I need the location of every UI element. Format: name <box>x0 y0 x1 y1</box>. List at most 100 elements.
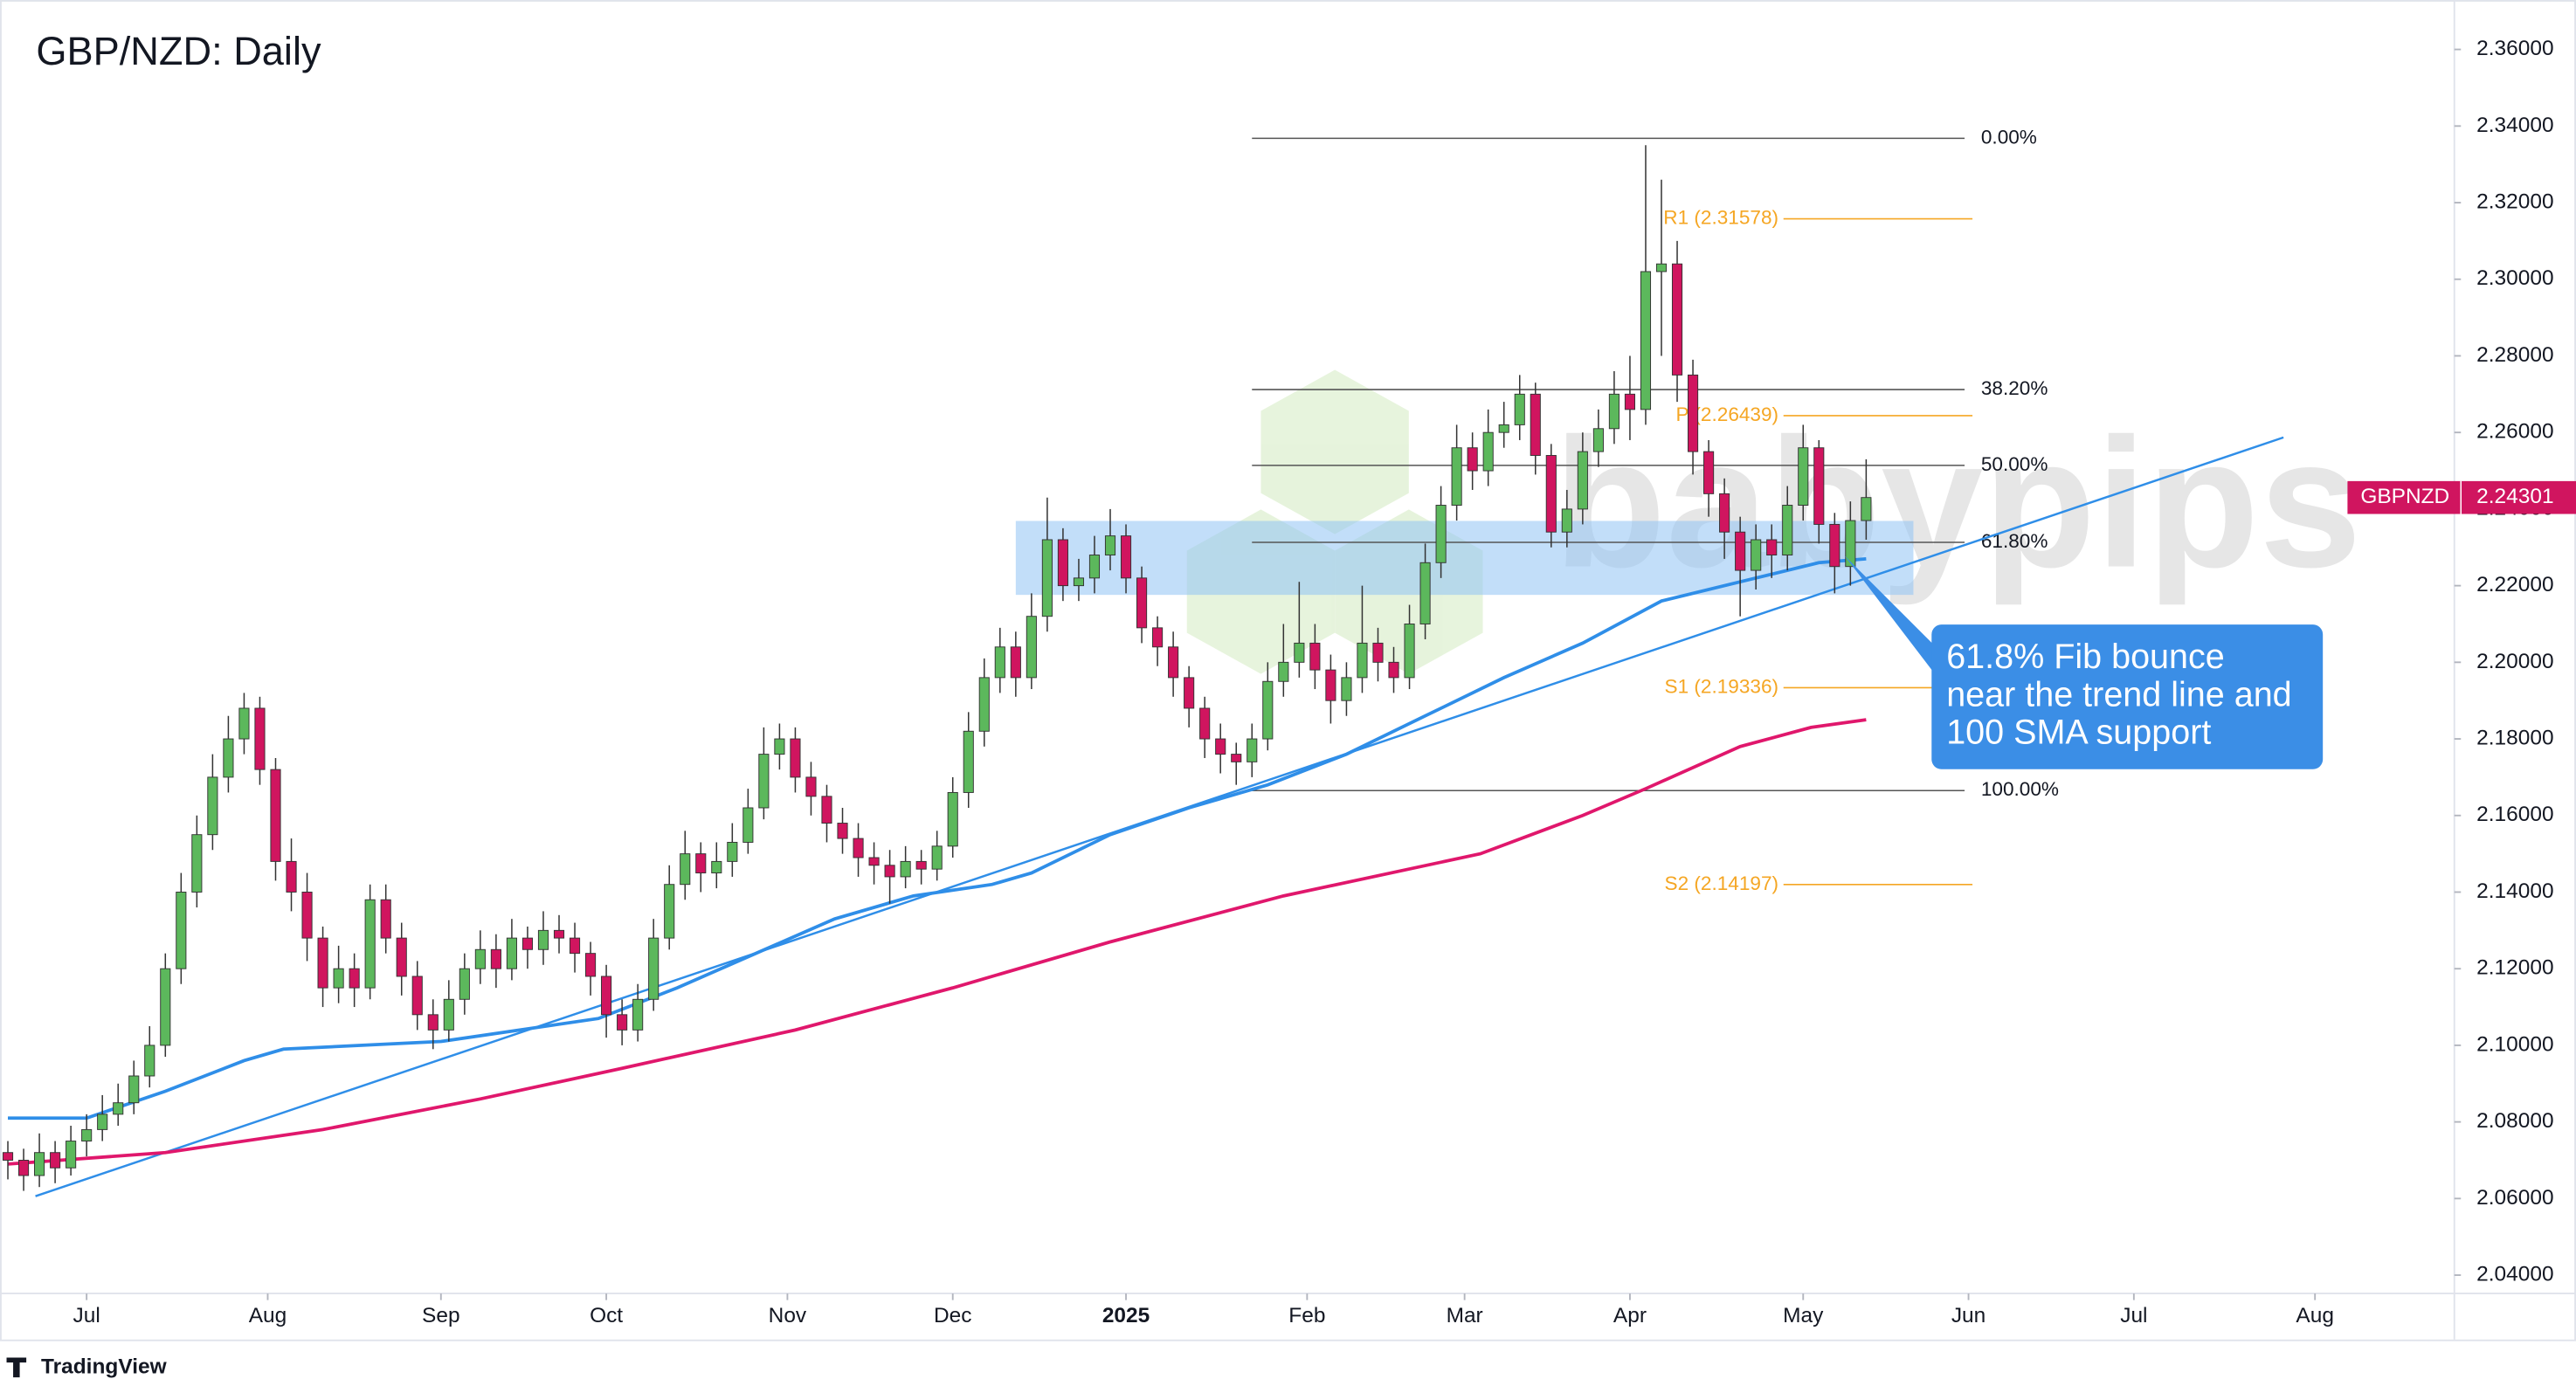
candle-body <box>1278 661 1289 682</box>
x-tick-label: Oct <box>590 1304 623 1327</box>
candle-body <box>2 1152 14 1161</box>
candle-body <box>742 807 754 843</box>
candle-body <box>1088 555 1101 579</box>
candle-body <box>1026 616 1037 679</box>
candle-body <box>805 776 817 797</box>
candle-body <box>994 646 1005 679</box>
candle-body <box>963 730 974 793</box>
candle-body <box>1829 523 1840 568</box>
candle-body <box>380 899 391 939</box>
candle-body <box>648 937 660 1000</box>
candle-body <box>947 791 958 847</box>
candle-body <box>680 853 691 886</box>
candle-body <box>1057 539 1068 587</box>
candle-body <box>774 738 785 755</box>
candle-body <box>191 834 203 893</box>
candle-body <box>1766 539 1778 555</box>
candle-body <box>1262 680 1274 740</box>
fib-label: 38.20% <box>1981 377 2048 399</box>
y-tick-label: 2.10000 <box>2476 1032 2553 1056</box>
candle-body <box>34 1152 45 1176</box>
candle-body <box>931 845 943 870</box>
candle-body <box>1120 535 1132 579</box>
annotation-box <box>1931 624 2324 769</box>
y-tick-label: 2.34000 <box>2476 114 2553 137</box>
candle-body <box>506 937 517 969</box>
fib-label: 61.80% <box>1981 530 2048 552</box>
candle-body <box>1624 393 1636 410</box>
y-tick-label: 2.06000 <box>2476 1186 2553 1210</box>
candle-body <box>1199 707 1211 740</box>
moving-average <box>8 557 1867 1120</box>
candle-body <box>1671 263 1683 376</box>
y-tick-label: 2.08000 <box>2476 1109 2553 1133</box>
candle-body <box>1782 505 1793 555</box>
candle-body <box>837 823 848 839</box>
candle-body <box>695 853 707 874</box>
candle-body <box>1640 271 1652 410</box>
candle-body <box>223 738 234 778</box>
x-tick-label: Jul <box>73 1304 100 1327</box>
annotation-line: 100 SMA support <box>1946 714 2211 752</box>
candle-body <box>1184 677 1195 709</box>
logo-cube <box>1260 369 1409 534</box>
candle-body <box>868 857 880 866</box>
pivot-label: S2 (2.14197) <box>1665 872 1779 894</box>
footer-icon <box>6 1357 27 1378</box>
candle-body <box>915 860 927 870</box>
candle-body <box>364 899 376 989</box>
candle-body <box>900 860 911 878</box>
candle-body <box>1608 393 1619 430</box>
candle-body <box>254 707 266 770</box>
y-tick-label: 2.26000 <box>2476 420 2553 444</box>
candle-body <box>727 841 738 862</box>
candle-body <box>176 892 187 969</box>
candle-body <box>1514 393 1525 425</box>
footer-text: TradingView <box>41 1355 168 1378</box>
candle-body <box>1688 374 1699 452</box>
fib-label: 100.00% <box>1981 778 2059 800</box>
candle-body <box>1435 505 1447 563</box>
candle-body <box>128 1075 140 1104</box>
y-tick-label: 2.12000 <box>2476 956 2553 980</box>
candle-body <box>1798 447 1809 506</box>
x-tick-label: Feb <box>1288 1304 1325 1327</box>
candle-body <box>17 1160 30 1176</box>
x-tick-label: Sep <box>422 1304 460 1327</box>
candle-body <box>317 937 328 989</box>
candle-body <box>1309 642 1321 671</box>
candle-body <box>1152 627 1164 648</box>
candle-body <box>821 796 832 824</box>
y-tick-label: 2.20000 <box>2476 650 2553 673</box>
y-tick-label: 2.32000 <box>2476 190 2553 214</box>
candle-body <box>81 1128 93 1142</box>
candle-body <box>884 865 895 878</box>
candle-body <box>396 937 407 977</box>
candle-body <box>1136 577 1148 629</box>
candle-body <box>537 929 549 950</box>
candle-body <box>411 976 423 1016</box>
candle-body <box>601 976 612 1016</box>
x-tick-label: Jun <box>1951 1304 1986 1327</box>
candle-body <box>270 769 281 862</box>
annotation-line: 61.8% Fib bounce <box>1946 638 2225 676</box>
candle-body <box>1325 669 1336 701</box>
candle-body <box>207 776 218 836</box>
y-tick-label: 2.22000 <box>2476 573 2553 596</box>
candle-body <box>113 1102 124 1115</box>
x-tick-label: Jul <box>2120 1304 2147 1327</box>
annotation-line: near the trend line and <box>1946 675 2291 714</box>
candle-body <box>427 1014 439 1031</box>
candle-body <box>286 860 297 893</box>
candle-body <box>459 968 470 1000</box>
candle-body <box>1751 539 1762 571</box>
chart-title: GBP/NZD: Daily <box>36 29 321 73</box>
y-tick-label: 2.04000 <box>2476 1263 2553 1286</box>
candle-body <box>301 892 313 939</box>
candle-body <box>1703 451 1715 494</box>
candle-body <box>474 948 486 969</box>
pivot-label: R1 (2.31578) <box>1663 207 1778 229</box>
y-tick-label: 2.14000 <box>2476 879 2553 903</box>
